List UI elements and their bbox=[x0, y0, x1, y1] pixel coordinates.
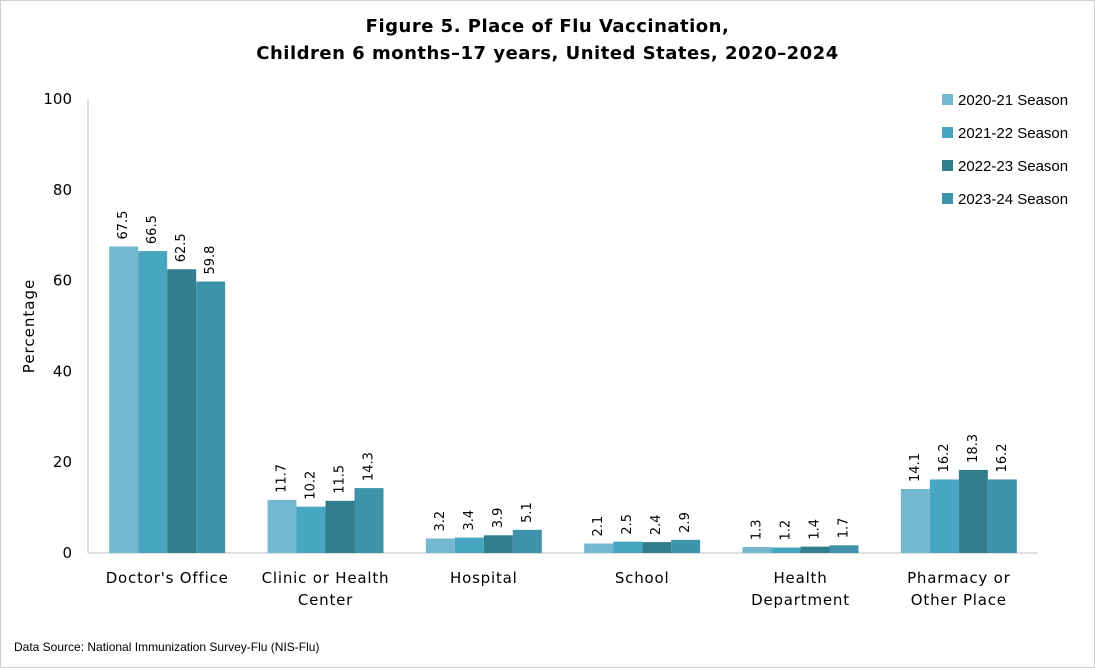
legend-label: 2022-23 Season bbox=[958, 158, 1068, 175]
chart-title: Figure 5. Place of Flu Vaccination, bbox=[365, 16, 730, 37]
bar bbox=[454, 537, 484, 553]
data-label: 1.7 bbox=[837, 518, 852, 539]
chart-subtitle: Children 6 months–17 years, United State… bbox=[256, 43, 839, 64]
data-label: 2.9 bbox=[678, 512, 693, 533]
data-label: 3.4 bbox=[462, 510, 477, 531]
y-tick-label: 40 bbox=[53, 362, 72, 380]
bar bbox=[425, 538, 455, 553]
legend-swatch bbox=[942, 94, 953, 105]
bar bbox=[196, 281, 226, 553]
data-source-note: Data Source: National Immunization Surve… bbox=[14, 640, 320, 654]
category-label: Department bbox=[751, 591, 850, 609]
data-label: 62.5 bbox=[174, 233, 189, 262]
bar bbox=[742, 547, 772, 553]
bar bbox=[296, 506, 326, 553]
legend-label: 2023-24 Season bbox=[958, 191, 1068, 208]
bar bbox=[671, 539, 701, 553]
category-label: Clinic or Health bbox=[262, 569, 390, 587]
category-label: Doctor's Office bbox=[106, 569, 229, 587]
data-label: 2.5 bbox=[620, 514, 635, 535]
y-axis-label: Percentage bbox=[20, 279, 38, 373]
bar bbox=[613, 541, 643, 553]
bar bbox=[512, 529, 542, 553]
bar bbox=[483, 535, 513, 553]
bar bbox=[584, 543, 614, 553]
data-label: 16.2 bbox=[937, 443, 952, 472]
category-label: Center bbox=[298, 591, 353, 609]
category-label: Other Place bbox=[911, 591, 1007, 609]
category-label: Hospital bbox=[450, 569, 518, 587]
data-label: 3.9 bbox=[491, 508, 506, 529]
bar bbox=[138, 251, 168, 553]
bar bbox=[642, 542, 672, 553]
bar bbox=[987, 479, 1017, 553]
bar bbox=[800, 546, 830, 553]
legend-label: 2021-22 Season bbox=[958, 125, 1068, 142]
y-tick-label: 80 bbox=[53, 181, 72, 199]
data-label: 10.2 bbox=[304, 471, 319, 500]
data-label: 67.5 bbox=[116, 211, 131, 240]
y-tick-label: 100 bbox=[43, 90, 72, 108]
category-label: School bbox=[615, 569, 670, 587]
y-tick-label: 20 bbox=[53, 453, 72, 471]
bar bbox=[354, 488, 384, 553]
category-label: Health bbox=[773, 569, 827, 587]
y-tick-label: 0 bbox=[62, 544, 72, 562]
bar bbox=[900, 488, 930, 553]
data-label: 11.7 bbox=[275, 464, 290, 493]
legend-swatch bbox=[942, 127, 953, 138]
bar bbox=[829, 545, 859, 553]
bar bbox=[267, 499, 297, 553]
bar bbox=[325, 500, 355, 553]
legend-swatch bbox=[942, 193, 953, 204]
data-label: 16.2 bbox=[995, 443, 1010, 472]
data-label: 11.5 bbox=[333, 465, 348, 494]
data-label: 2.4 bbox=[649, 514, 664, 535]
data-label: 14.3 bbox=[362, 452, 377, 481]
data-label: 59.8 bbox=[203, 246, 218, 275]
data-label: 18.3 bbox=[966, 434, 981, 463]
bar bbox=[929, 479, 959, 553]
data-label: 5.1 bbox=[520, 502, 535, 523]
bar bbox=[771, 547, 801, 553]
data-label: 1.3 bbox=[750, 519, 765, 540]
data-label: 1.2 bbox=[779, 520, 794, 541]
y-tick-label: 60 bbox=[53, 272, 72, 290]
bar bbox=[109, 246, 139, 554]
legend-label: 2020-21 Season bbox=[958, 92, 1068, 109]
legend-swatch bbox=[942, 160, 953, 171]
category-label: Pharmacy or bbox=[907, 569, 1011, 587]
data-label: 66.5 bbox=[145, 215, 160, 244]
data-label: 1.4 bbox=[808, 519, 823, 540]
data-label: 14.1 bbox=[908, 453, 923, 482]
bar bbox=[167, 269, 197, 553]
data-label: 2.1 bbox=[591, 516, 606, 537]
bar bbox=[958, 469, 988, 553]
data-label: 3.2 bbox=[433, 511, 448, 532]
